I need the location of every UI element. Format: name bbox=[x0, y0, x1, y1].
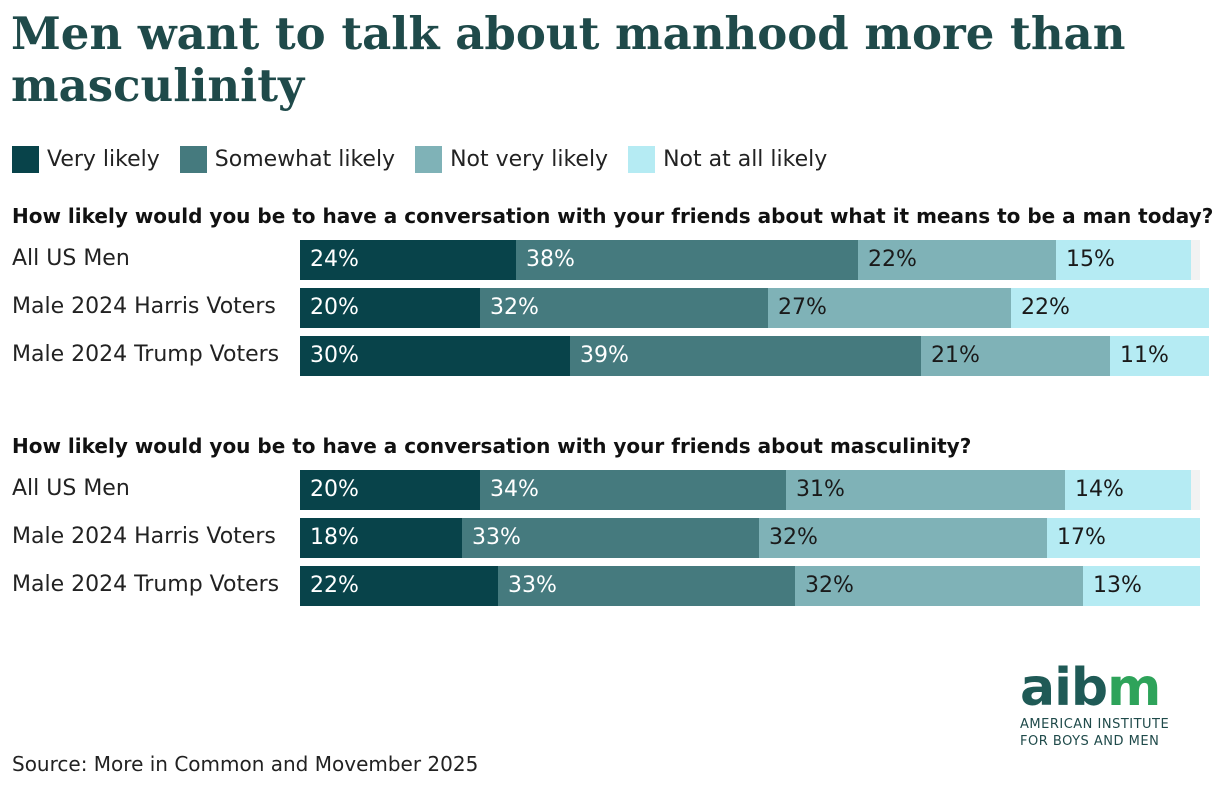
bar-segment: 21% bbox=[921, 336, 1110, 376]
bar-segment: 27% bbox=[768, 288, 1011, 328]
chart-title: Men want to talk about manhood more than… bbox=[11, 7, 1126, 112]
bar-segment: 33% bbox=[462, 518, 759, 558]
logo-line-2: FOR BOYS AND MEN bbox=[1020, 734, 1160, 749]
bar-segment: 32% bbox=[795, 566, 1083, 606]
legend-label: Not very likely bbox=[450, 146, 609, 172]
legend-item: Not very likely bbox=[415, 145, 609, 173]
bar-segment: 38% bbox=[516, 240, 858, 280]
question-title: How likely would you be to have a conver… bbox=[12, 204, 1214, 228]
legend-swatch bbox=[628, 145, 656, 173]
category-label: Male 2024 Harris Voters bbox=[12, 294, 276, 319]
bar-segment: 18% bbox=[300, 518, 462, 558]
legend-item: Somewhat likely bbox=[179, 145, 396, 173]
category-label: Male 2024 Trump Voters bbox=[12, 342, 280, 367]
bar-track: 22% 33% 32% 13% bbox=[300, 566, 1200, 606]
legend-swatch bbox=[12, 145, 39, 173]
bar-segment: 32% bbox=[759, 518, 1047, 558]
bar-segment: 22% bbox=[858, 240, 1056, 280]
bar-segment: 24% bbox=[300, 240, 516, 280]
question-title: How likely would you be to have a conver… bbox=[12, 434, 972, 458]
bar-segment: 33% bbox=[498, 566, 795, 606]
logo-mark: aibm bbox=[1020, 660, 1169, 716]
bar-segment: 22% bbox=[1011, 288, 1209, 328]
bar-track: 18% 33% 32% 17% bbox=[300, 518, 1200, 558]
legend: Very likely Somewhat likely Not very likel… bbox=[12, 144, 847, 174]
legend-label: Not at all likely bbox=[663, 146, 828, 172]
bar-segment: 30% bbox=[300, 336, 570, 376]
bar-segment: 32% bbox=[480, 288, 768, 328]
bar-segment: 22% bbox=[300, 566, 498, 606]
bar-segment: 31% bbox=[786, 470, 1065, 510]
legend-label: Somewhat likely bbox=[214, 146, 396, 172]
bar-segment: 13% bbox=[1083, 566, 1200, 606]
bar-segment: 39% bbox=[570, 336, 921, 376]
category-label: All US Men bbox=[12, 246, 130, 271]
aibm-logo: aibm AMERICAN INSTITUTE FOR BOYS AND MEN bbox=[1020, 660, 1169, 750]
bar-track: 20% 34% 31% 14% bbox=[300, 470, 1200, 510]
bar-segment: 14% bbox=[1065, 470, 1191, 510]
category-label: Male 2024 Harris Voters bbox=[12, 524, 276, 549]
legend-swatch bbox=[415, 145, 443, 173]
legend-item: Very likely bbox=[12, 145, 160, 173]
source-note: Source: More in Common and Movember 2025 bbox=[12, 752, 479, 776]
bar-track: 20% 32% 27% 22% bbox=[300, 288, 1209, 328]
bar-track: 24% 38% 22% 15% bbox=[300, 240, 1200, 280]
logo-line-1: AMERICAN INSTITUTE bbox=[1020, 717, 1170, 732]
bar-segment: 11% bbox=[1110, 336, 1209, 376]
legend-item: Not at all likely bbox=[628, 145, 828, 173]
bar-segment: 20% bbox=[300, 470, 480, 510]
legend-label: Very likely bbox=[47, 146, 160, 172]
logo-mark-dark: aib bbox=[1020, 658, 1108, 718]
category-label: Male 2024 Trump Voters bbox=[12, 572, 280, 597]
bar-segment: 17% bbox=[1047, 518, 1200, 558]
bar-segment: 20% bbox=[300, 288, 480, 328]
bar-segment: 34% bbox=[480, 470, 786, 510]
bar-track: 30% 39% 21% 11% bbox=[300, 336, 1209, 376]
logo-mark-accent: m bbox=[1107, 658, 1161, 718]
category-label: All US Men bbox=[12, 476, 130, 501]
legend-swatch bbox=[179, 145, 207, 173]
bar-segment: 15% bbox=[1056, 240, 1191, 280]
